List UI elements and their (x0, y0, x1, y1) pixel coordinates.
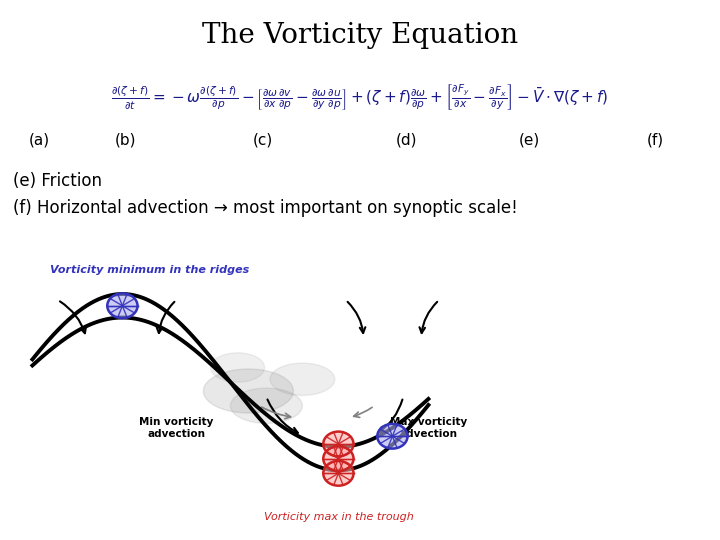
Text: (f) Horizontal advection → most important on synoptic scale!: (f) Horizontal advection → most importan… (13, 199, 518, 217)
Ellipse shape (204, 369, 294, 413)
Circle shape (323, 461, 354, 485)
Text: (f): (f) (647, 133, 664, 148)
Text: Vorticity max in the trough: Vorticity max in the trough (264, 512, 413, 522)
Text: Vorticity minimum in the ridges: Vorticity minimum in the ridges (50, 266, 250, 275)
Text: (e) Friction: (e) Friction (13, 172, 102, 190)
Text: (b): (b) (115, 133, 137, 148)
Text: (e): (e) (518, 133, 540, 148)
Ellipse shape (211, 353, 265, 382)
Circle shape (323, 446, 354, 471)
Text: Min vorticity
advection: Min vorticity advection (139, 417, 214, 439)
Text: The Vorticity Equation: The Vorticity Equation (202, 22, 518, 49)
Text: Max vorticity
advection: Max vorticity advection (390, 417, 467, 439)
Text: $\frac{\partial(\zeta + f)}{\partial t} = -\omega\frac{\partial(\zeta + f)}{\par: $\frac{\partial(\zeta + f)}{\partial t} … (112, 82, 608, 112)
Ellipse shape (270, 363, 335, 395)
Text: (a): (a) (29, 133, 50, 148)
Ellipse shape (230, 388, 302, 423)
Text: (d): (d) (396, 133, 418, 148)
Circle shape (107, 293, 138, 318)
Text: (c): (c) (253, 133, 273, 148)
Circle shape (377, 424, 408, 449)
Circle shape (323, 431, 354, 456)
